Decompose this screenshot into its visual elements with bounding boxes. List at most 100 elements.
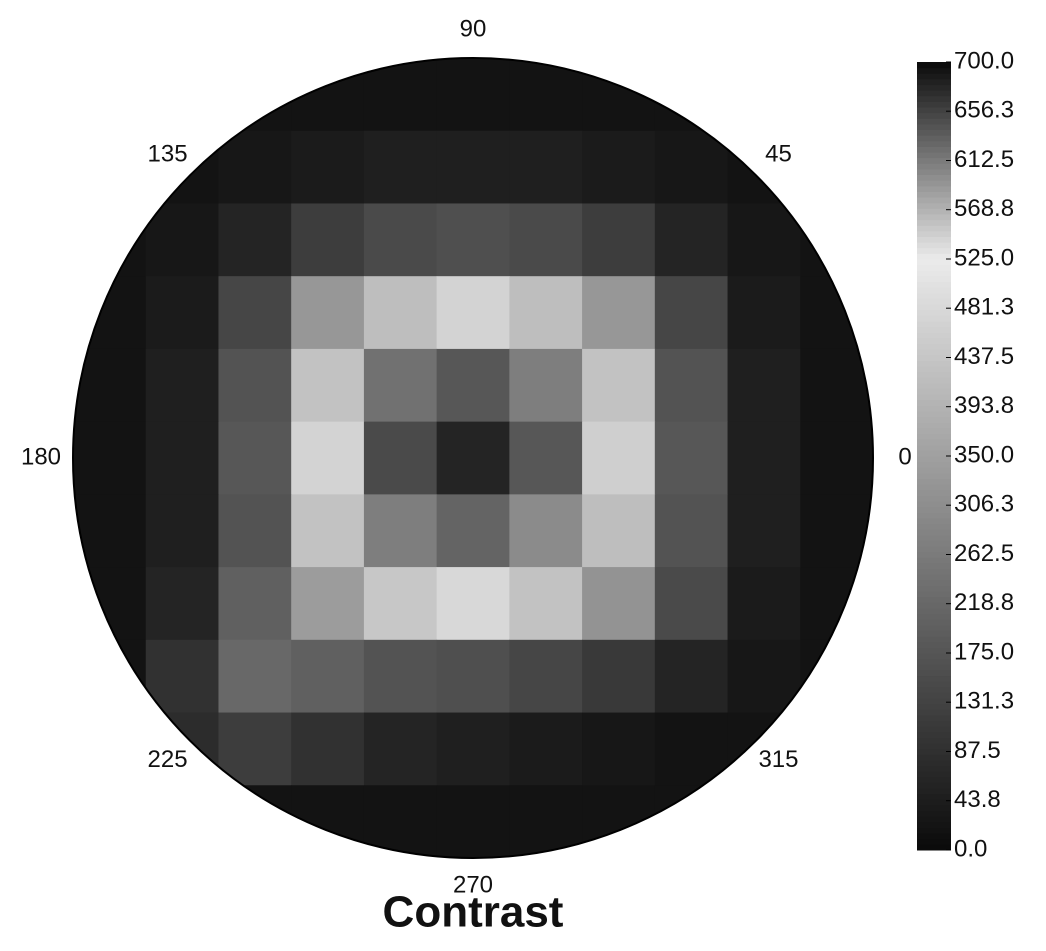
colorbar-band xyxy=(917,462,951,468)
colorbar-band xyxy=(917,405,951,411)
heat-cell xyxy=(509,276,582,349)
heat-cell xyxy=(800,567,873,640)
colorbar-band xyxy=(917,68,951,74)
heat-cell xyxy=(73,713,146,786)
heat-cell xyxy=(655,58,728,131)
heat-cell xyxy=(218,785,291,858)
colorbar-band xyxy=(917,636,951,642)
colorbar-band xyxy=(917,512,951,518)
heat-cell xyxy=(364,58,437,131)
colorbar-label: 700.0 xyxy=(954,47,1014,74)
heat-cell xyxy=(291,640,364,713)
colorbar-band xyxy=(917,321,951,327)
colorbar-band xyxy=(917,388,951,394)
heat-cell xyxy=(800,785,873,858)
colorbar-band xyxy=(917,540,951,546)
colorbar-band xyxy=(917,422,951,428)
heat-cell xyxy=(73,276,146,349)
heat-cell xyxy=(582,422,655,495)
heat-cell xyxy=(364,131,437,204)
colorbar-band xyxy=(917,124,951,130)
colorbar-band xyxy=(917,186,951,192)
heat-cell xyxy=(291,494,364,567)
colorbar-band xyxy=(917,141,951,147)
page: Contrast 04590135180225270315700.0656.36… xyxy=(0,0,1046,951)
colorbar-band xyxy=(917,647,951,653)
colorbar-band xyxy=(917,687,951,693)
heat-cell xyxy=(655,349,728,422)
heat-cell xyxy=(800,422,873,495)
colorbar-label: 525.0 xyxy=(954,244,1014,271)
colorbar-band xyxy=(917,749,951,755)
heat-cell xyxy=(728,422,801,495)
heat-cell xyxy=(73,58,146,131)
heat-cell xyxy=(509,349,582,422)
angle-label: 0 xyxy=(898,443,911,470)
colorbar-band xyxy=(917,664,951,670)
colorbar-band xyxy=(917,698,951,704)
heat-cell xyxy=(800,713,873,786)
colorbar-band xyxy=(917,152,951,158)
colorbar-band xyxy=(917,439,951,445)
colorbar-band xyxy=(917,681,951,687)
heat-cell xyxy=(582,349,655,422)
colorbar-band xyxy=(917,721,951,727)
heat-cell xyxy=(364,567,437,640)
angle-label: 135 xyxy=(148,141,188,168)
heat-cell xyxy=(218,640,291,713)
colorbar-band xyxy=(917,304,951,310)
colorbar-label: 175.0 xyxy=(954,638,1014,665)
angle-label: 270 xyxy=(453,871,493,898)
colorbar-label: 306.3 xyxy=(954,491,1014,518)
colorbar-band xyxy=(917,366,951,372)
colorbar-band xyxy=(917,799,951,805)
heat-cell xyxy=(291,785,364,858)
heat-cell xyxy=(146,422,219,495)
colorbar-label: 0.0 xyxy=(954,835,987,862)
angle-label: 225 xyxy=(148,746,188,773)
colorbar-label: 131.3 xyxy=(954,688,1014,715)
heat-cell xyxy=(291,58,364,131)
heat-cell xyxy=(437,349,510,422)
heat-cell xyxy=(437,567,510,640)
heat-cell xyxy=(728,785,801,858)
colorbar-band xyxy=(917,236,951,242)
colorbar-band xyxy=(917,552,951,558)
colorbar-band xyxy=(917,833,951,839)
colorbar-band xyxy=(917,484,951,490)
heatmap xyxy=(73,58,874,859)
heat-cell xyxy=(655,785,728,858)
colorbar-band xyxy=(917,569,951,575)
colorbar-band xyxy=(917,788,951,794)
colorbar-band xyxy=(917,839,951,845)
colorbar-band xyxy=(917,433,951,439)
colorbar-band xyxy=(917,715,951,721)
heat-cell xyxy=(291,713,364,786)
colorbar-band xyxy=(917,771,951,777)
colorbar-band xyxy=(917,529,951,535)
colorbar-band xyxy=(917,73,951,79)
colorbar-band xyxy=(917,113,951,119)
colorbar-band xyxy=(917,518,951,524)
heat-cell xyxy=(291,203,364,276)
heat-cell xyxy=(73,203,146,276)
colorbar-band xyxy=(917,411,951,417)
colorbar-band xyxy=(917,777,951,783)
colorbar-band xyxy=(917,563,951,569)
colorbar-band xyxy=(917,360,951,366)
colorbar-band xyxy=(917,220,951,226)
colorbar-band xyxy=(917,766,951,772)
colorbar-band xyxy=(917,450,951,456)
colorbar-band xyxy=(917,372,951,378)
heat-cell xyxy=(218,203,291,276)
colorbar-band xyxy=(917,242,951,248)
colorbar-label: 43.8 xyxy=(954,786,1001,813)
heat-cell xyxy=(146,58,219,131)
colorbar-label: 481.3 xyxy=(954,294,1014,321)
heat-cell xyxy=(582,131,655,204)
colorbar-band xyxy=(917,315,951,321)
heat-cell xyxy=(73,349,146,422)
colorbar-band xyxy=(917,383,951,389)
heat-cell xyxy=(728,494,801,567)
colorbar-band xyxy=(917,546,951,552)
